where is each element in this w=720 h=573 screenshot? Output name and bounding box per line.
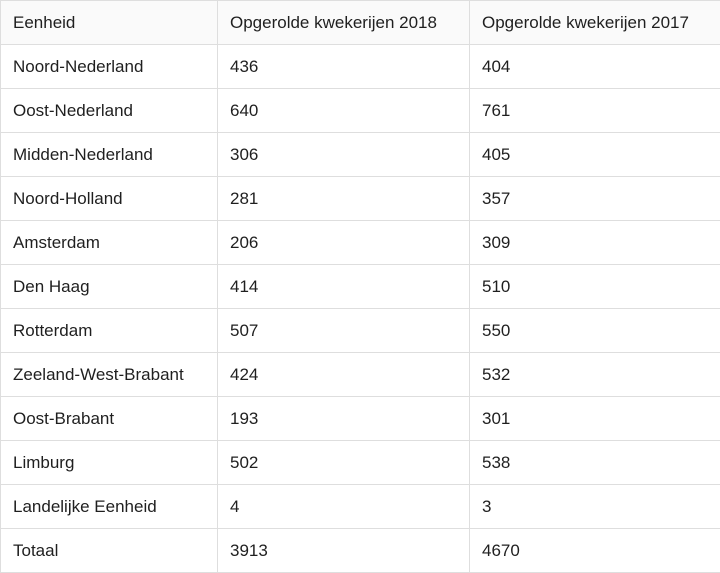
cell-2017: 309 bbox=[470, 221, 720, 265]
cell-2017: 761 bbox=[470, 89, 720, 133]
cell-2018: 502 bbox=[218, 441, 470, 485]
cell-2018: 281 bbox=[218, 177, 470, 221]
table-row: Midden-Nederland 306 405 bbox=[1, 133, 720, 177]
cell-eenheid: Landelijke Eenheid bbox=[1, 485, 218, 529]
cell-eenheid: Totaal bbox=[1, 529, 218, 573]
cell-2018: 507 bbox=[218, 309, 470, 353]
cell-2017: 4670 bbox=[470, 529, 720, 573]
cell-2017: 538 bbox=[470, 441, 720, 485]
cell-2017: 532 bbox=[470, 353, 720, 397]
table-row: Noord-Nederland 436 404 bbox=[1, 45, 720, 89]
cell-2018: 193 bbox=[218, 397, 470, 441]
table-row: Limburg 502 538 bbox=[1, 441, 720, 485]
cell-eenheid: Zeeland-West-Brabant bbox=[1, 353, 218, 397]
cell-2018: 640 bbox=[218, 89, 470, 133]
table-row: Den Haag 414 510 bbox=[1, 265, 720, 309]
cell-2018: 436 bbox=[218, 45, 470, 89]
cell-2018: 306 bbox=[218, 133, 470, 177]
cell-2017: 405 bbox=[470, 133, 720, 177]
cell-eenheid: Amsterdam bbox=[1, 221, 218, 265]
table-row: Zeeland-West-Brabant 424 532 bbox=[1, 353, 720, 397]
cell-eenheid: Midden-Nederland bbox=[1, 133, 218, 177]
cell-2017: 550 bbox=[470, 309, 720, 353]
cell-2017: 510 bbox=[470, 265, 720, 309]
cell-eenheid: Noord-Nederland bbox=[1, 45, 218, 89]
cell-eenheid: Oost-Brabant bbox=[1, 397, 218, 441]
cell-2018: 4 bbox=[218, 485, 470, 529]
cell-2018: 414 bbox=[218, 265, 470, 309]
cell-eenheid: Limburg bbox=[1, 441, 218, 485]
table-row: Oost-Brabant 193 301 bbox=[1, 397, 720, 441]
header-eenheid: Eenheid bbox=[1, 1, 218, 45]
cell-2017: 3 bbox=[470, 485, 720, 529]
table-row-total: Totaal 3913 4670 bbox=[1, 529, 720, 573]
cell-2018: 3913 bbox=[218, 529, 470, 573]
header-2018: Opgerolde kwekerijen 2018 bbox=[218, 1, 470, 45]
table-row: Noord-Holland 281 357 bbox=[1, 177, 720, 221]
table-row: Rotterdam 507 550 bbox=[1, 309, 720, 353]
cell-2017: 404 bbox=[470, 45, 720, 89]
cell-2018: 206 bbox=[218, 221, 470, 265]
cell-eenheid: Den Haag bbox=[1, 265, 218, 309]
table-row: Landelijke Eenheid 4 3 bbox=[1, 485, 720, 529]
table-row: Oost-Nederland 640 761 bbox=[1, 89, 720, 133]
cell-eenheid: Rotterdam bbox=[1, 309, 218, 353]
cell-eenheid: Oost-Nederland bbox=[1, 89, 218, 133]
cell-eenheid: Noord-Holland bbox=[1, 177, 218, 221]
cell-2018: 424 bbox=[218, 353, 470, 397]
header-2017: Opgerolde kwekerijen 2017 bbox=[470, 1, 720, 45]
cell-2017: 357 bbox=[470, 177, 720, 221]
table-row: Amsterdam 206 309 bbox=[1, 221, 720, 265]
table-header-row: Eenheid Opgerolde kwekerijen 2018 Opgero… bbox=[1, 1, 720, 45]
cell-2017: 301 bbox=[470, 397, 720, 441]
